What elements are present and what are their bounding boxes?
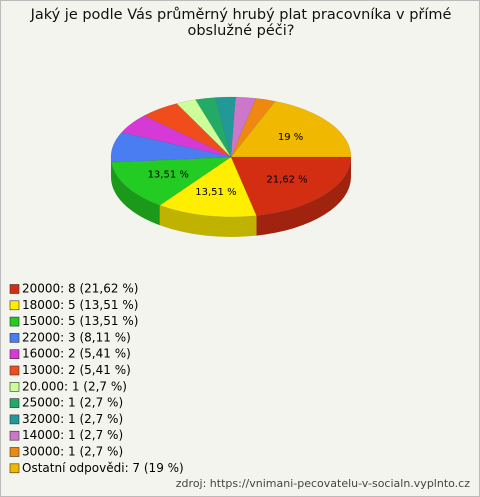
pie-slice: [230, 98, 276, 158]
legend-label: 18000: 5 (13,51 %): [22, 298, 138, 312]
pie-slice-side: [256, 157, 351, 236]
data-label: 13,51 %: [195, 187, 236, 198]
pie-slice: [121, 115, 232, 158]
legend-label: 13000: 2 (5,41 %): [22, 363, 131, 377]
pie-slice: [230, 96, 257, 158]
legend-label: 30000: 1 (2,7 %): [22, 445, 123, 459]
data-label: 21,62 %: [266, 175, 307, 186]
legend-label: 25000: 1 (2,7 %): [22, 396, 123, 410]
pie-slice: [111, 156, 232, 206]
data-label: 13,51 %: [148, 170, 189, 181]
legend-label: 32000: 1 (2,7 %): [22, 412, 123, 426]
legend-label: 20000: 8 (21,62 %): [22, 282, 138, 296]
legend-swatch: [9, 447, 20, 457]
legend-swatch: [9, 365, 20, 376]
legend-swatch: [9, 414, 20, 425]
legend-label: 20.000: 1 (2,7 %): [22, 379, 127, 393]
data-label: 19 %: [278, 132, 303, 143]
pie-slice: [176, 99, 232, 158]
pie-slice: [230, 156, 352, 216]
legend-swatch: [9, 300, 20, 311]
pie-slice: [159, 156, 257, 218]
legend-swatch: [9, 284, 20, 294]
chart-title: Jaký je podle Vás průměrný hrubý plat pr…: [30, 7, 452, 39]
legend-swatch: [9, 430, 20, 441]
pie-slice: [195, 97, 232, 158]
pie-slice: [215, 96, 236, 158]
legend-swatch: [9, 349, 20, 360]
legend-label: 14000: 1 (2,7 %): [22, 428, 123, 442]
pie-slice: [110, 132, 232, 163]
legend-label: Ostatní odpovědi: 7 (19 %): [22, 461, 184, 475]
pie-slice: [143, 103, 232, 158]
source-note: zdroj: https://vnimani-pecovatelu-v-soci…: [176, 477, 470, 490]
pie-slice-side: [159, 205, 257, 238]
legend-swatch: [9, 333, 20, 343]
legend-label: 15000: 5 (13,51 %): [22, 314, 138, 328]
pie-slice-side: [111, 162, 160, 226]
legend-swatch: [9, 398, 20, 408]
legend-label: 22000: 3 (8,11 %): [22, 330, 131, 344]
legend-label: 16000: 2 (5,41 %): [22, 347, 131, 361]
legend-swatch: [9, 381, 20, 392]
legend-swatch: [9, 463, 20, 474]
pie-slice: [230, 100, 352, 158]
legend-swatch: [9, 316, 20, 327]
